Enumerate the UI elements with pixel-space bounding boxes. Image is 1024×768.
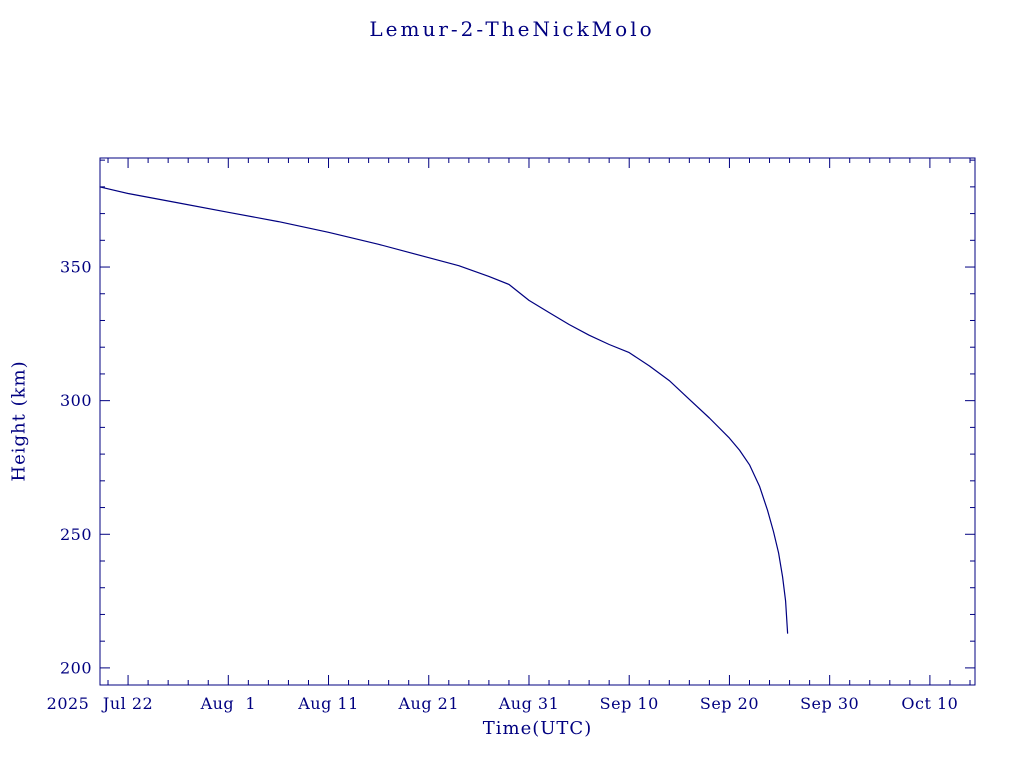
height-series-line <box>99 186 789 634</box>
y-tick-label: 250 <box>60 525 92 544</box>
chart-title: Lemur-2-TheNickMolo <box>369 17 655 41</box>
x-axis-label: Time(UTC) <box>482 718 593 739</box>
y-tick-label: 200 <box>60 658 92 677</box>
y-tick-label: 300 <box>60 391 92 410</box>
x-tick-label: Aug 31 <box>498 694 560 713</box>
x-tick-label: Aug 21 <box>397 694 459 713</box>
y-tick-label: 350 <box>60 258 92 277</box>
x-tick-label: Jul 22 <box>101 694 153 713</box>
x-axis-year-label: 2025 <box>47 694 90 713</box>
tick-labels: Jul 22 Aug 1 Aug 11 Aug 21 Aug 31 Sep 10 Sep 2… <box>47 258 958 713</box>
x-tick-label: Aug 11 <box>297 694 359 713</box>
plot-frame <box>99 157 976 686</box>
x-tick-label: Oct 10 <box>901 694 958 713</box>
axis-ticks <box>100 158 975 685</box>
x-tick-label: Sep 30 <box>800 694 859 713</box>
x-tick-label: Sep 20 <box>700 694 759 713</box>
x-tick-label: Sep 10 <box>600 694 659 713</box>
x-tick-label: Aug 1 <box>200 694 256 713</box>
